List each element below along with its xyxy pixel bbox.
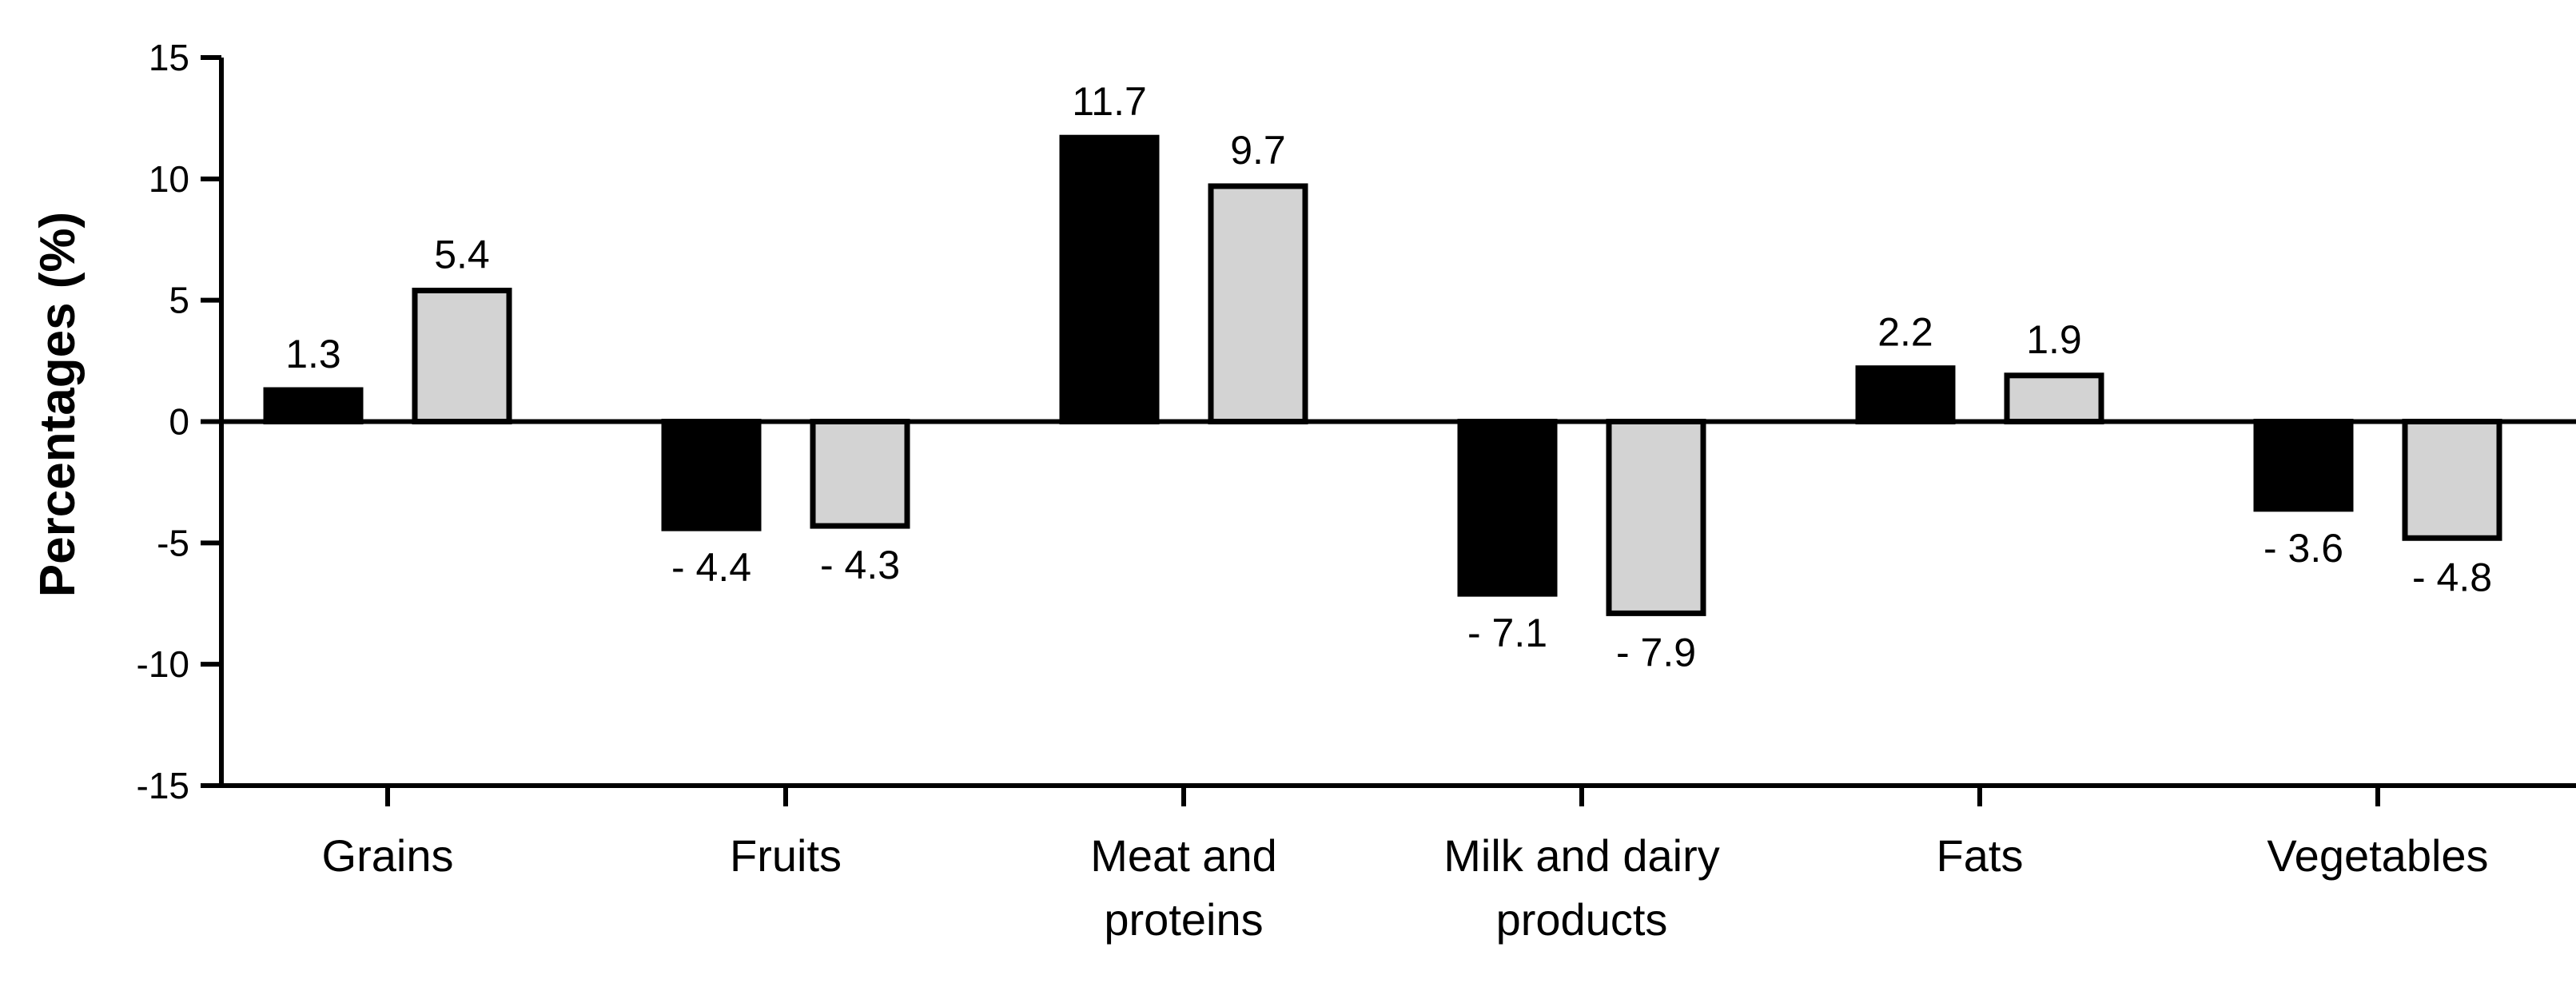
y-tick-label: 5 <box>169 280 189 321</box>
bar-series-2 <box>1606 419 1706 616</box>
category-label: Fruits <box>730 830 842 881</box>
bar-series-1 <box>263 387 364 425</box>
y-tick-label: 10 <box>149 158 189 200</box>
bar-series-1 <box>1059 134 1160 425</box>
data-label: - 3.6 <box>2263 526 2343 571</box>
bar-series-2 <box>810 419 910 529</box>
bar-series-1 <box>1457 419 1558 597</box>
bar-series-1 <box>2253 419 2354 512</box>
data-label: - 7.1 <box>1467 611 1547 655</box>
data-label: 1.9 <box>2026 317 2082 362</box>
y-tick-label: -5 <box>157 522 189 563</box>
data-label: 2.2 <box>1877 310 1933 355</box>
data-label: 1.3 <box>285 332 341 376</box>
data-label: - 4.8 <box>2412 555 2492 599</box>
category-label: Vegetables <box>2267 830 2488 881</box>
category-label: Milk and dairy <box>1443 830 1719 881</box>
category-label: proteins <box>1104 894 1263 945</box>
data-label: 11.7 <box>1072 79 1147 124</box>
data-label: 5.4 <box>434 233 490 277</box>
y-tick-label: 15 <box>149 37 189 78</box>
category-label: Fats <box>1937 830 2024 881</box>
y-tick-label: -10 <box>137 643 189 685</box>
bar-series-1 <box>661 419 762 531</box>
bar-series-2 <box>1208 183 1308 424</box>
category-label: Meat and <box>1090 830 1277 881</box>
category-label: Grains <box>322 830 454 881</box>
bar-series-1 <box>1855 365 1956 424</box>
bar-series-2 <box>2402 419 2502 541</box>
bar-series-2 <box>2004 372 2104 425</box>
y-tick-label: -15 <box>137 765 189 806</box>
data-label: - 4.4 <box>671 545 751 590</box>
data-label: 9.7 <box>1230 128 1286 173</box>
bar-series-2 <box>412 288 512 424</box>
data-label: - 7.9 <box>1616 630 1696 675</box>
plot-area: 15 10 5 0 -5 -10 -15 Grains 1.3 5.4 Fruits - 4.4 - 4… <box>137 37 2576 945</box>
data-label: - 4.3 <box>820 543 900 587</box>
y-axis-title: Percentages (%) <box>30 212 86 597</box>
y-tick-label: 0 <box>169 401 189 443</box>
category-label: products <box>1496 894 1668 945</box>
